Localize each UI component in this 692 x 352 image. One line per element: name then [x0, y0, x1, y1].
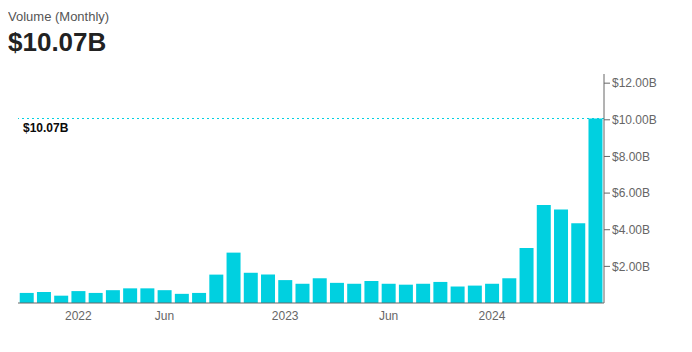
html-text:Volume (Monthly): Volume (Monthly) — [8, 9, 110, 24]
svg-text:$8.00B: $8.00B — [612, 150, 650, 164]
svg-text:$4.00B: $4.00B — [612, 223, 650, 237]
svg-text:$6.00B: $6.00B — [612, 186, 650, 200]
svg-text:2023: 2023 — [272, 309, 299, 323]
svg-text:$2.00B: $2.00B — [612, 260, 650, 274]
html-text:$10.07B: $10.07B — [8, 27, 107, 57]
svg-text:$10.00B: $10.00B — [612, 113, 657, 127]
svg-text:$12.00B: $12.00B — [612, 76, 657, 90]
svg-text:Jun: Jun — [155, 309, 174, 323]
svg-text:$10.07B: $10.07B — [23, 121, 69, 135]
svg-text:2024: 2024 — [479, 309, 506, 323]
svg-text:Jun: Jun — [379, 309, 398, 323]
svg-text:2022: 2022 — [65, 309, 92, 323]
